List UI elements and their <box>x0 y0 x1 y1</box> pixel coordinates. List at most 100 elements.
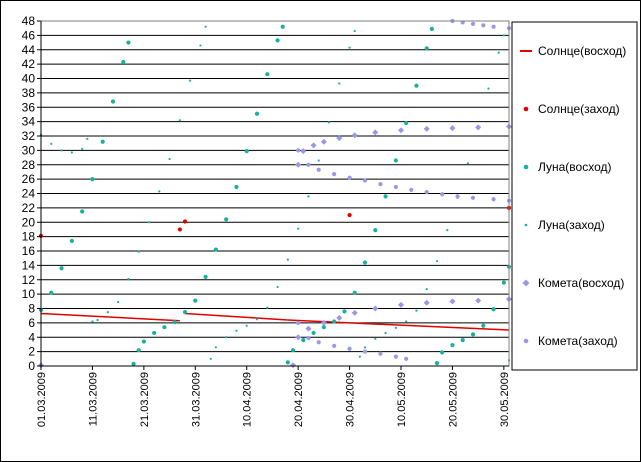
data-point <box>425 287 428 291</box>
data-point <box>136 348 141 353</box>
x-tick-label: 20.05.2009 <box>447 372 459 427</box>
data-point <box>440 192 445 197</box>
data-point <box>352 290 357 295</box>
data-point <box>487 87 490 90</box>
data-point <box>393 158 398 163</box>
data-point <box>177 227 182 232</box>
y-tick-label: 12 <box>22 273 36 287</box>
legend-swatch <box>523 338 529 344</box>
data-point <box>131 361 136 366</box>
data-point <box>296 320 301 325</box>
data-point <box>338 82 341 85</box>
data-point <box>460 338 465 343</box>
data-point <box>332 319 337 324</box>
data-point <box>321 325 326 330</box>
data-point <box>497 51 500 54</box>
data-point <box>336 314 343 321</box>
legend-item: Солнце(восход) <box>520 44 626 58</box>
data-point <box>80 209 85 214</box>
data-point <box>275 38 280 43</box>
data-point <box>300 148 307 155</box>
legend-swatch <box>522 279 530 287</box>
data-point <box>255 318 259 321</box>
y-tick-label: 2 <box>28 345 35 359</box>
axes: 0246810121416182022242628303234363840424… <box>22 14 511 427</box>
data-point <box>491 24 496 29</box>
data-point <box>398 301 404 308</box>
data-point <box>347 212 352 218</box>
data-point <box>209 357 212 360</box>
legend-label: Солнце(заход) <box>538 102 620 116</box>
y-tick-label: 36 <box>22 100 36 114</box>
y-tick-label: 6 <box>28 316 35 330</box>
data-point <box>481 23 486 28</box>
legend-label: Луна(восход) <box>538 160 612 174</box>
data-point <box>449 298 456 305</box>
series-line-segment <box>287 319 350 324</box>
y-tick-label: 42 <box>22 57 36 71</box>
y-tick-label: 30 <box>22 143 36 157</box>
x-tick-label: 11.03.2009 <box>87 372 99 426</box>
data-point <box>224 217 229 222</box>
x-tick-label: 20.04.2009 <box>293 372 305 427</box>
series <box>296 18 512 361</box>
data-point <box>69 238 74 244</box>
data-point <box>86 137 89 140</box>
data-point <box>351 309 358 316</box>
data-point <box>182 309 188 315</box>
x-tick-label: 31.03.2009 <box>190 372 202 427</box>
legend-item: Комета(заход) <box>523 334 618 348</box>
data-point <box>305 325 312 332</box>
data-point <box>245 324 248 327</box>
data-point <box>60 149 63 152</box>
y-tick-label: 32 <box>22 129 36 143</box>
legend-label: Комета(восход) <box>538 276 624 290</box>
data-point <box>59 266 64 271</box>
data-point <box>470 21 476 26</box>
legend-swatch <box>524 223 528 227</box>
data-point <box>393 354 398 359</box>
data-point <box>320 319 327 326</box>
data-point <box>182 219 188 224</box>
data-point <box>199 44 202 47</box>
legend-item: Комета(восход) <box>522 276 624 290</box>
y-tick-label: 18 <box>22 230 36 244</box>
y-tick-label: 48 <box>22 14 36 28</box>
y-tick-label: 26 <box>22 172 36 186</box>
data-point <box>373 228 378 233</box>
data-point <box>178 119 181 122</box>
x-tick-label: 01.03.2009 <box>36 372 48 427</box>
data-point <box>336 135 343 142</box>
y-tick-label: 14 <box>22 258 36 272</box>
data-point <box>405 320 408 323</box>
data-point <box>501 280 506 285</box>
data-point <box>358 355 361 358</box>
data-point <box>409 187 414 193</box>
data-point <box>316 167 321 172</box>
data-point <box>100 139 105 144</box>
data-point <box>296 148 301 153</box>
legend-box <box>511 21 638 371</box>
data-point <box>137 250 140 253</box>
y-tick-label: 34 <box>22 115 36 129</box>
y-tick-label: 8 <box>28 302 35 316</box>
x-tick-label: 21.03.2009 <box>139 372 151 427</box>
data-point <box>158 190 161 193</box>
data-point <box>353 29 356 33</box>
data-point <box>203 274 208 279</box>
y-tick-label: 22 <box>22 201 36 215</box>
data-point <box>374 337 377 340</box>
data-point <box>393 184 398 190</box>
data-point <box>362 260 368 265</box>
data-point <box>491 307 496 312</box>
series <box>38 24 512 366</box>
data-point <box>347 346 352 351</box>
data-point <box>168 157 171 161</box>
data-point <box>276 285 279 289</box>
data-point <box>162 325 167 330</box>
data-point <box>378 182 383 187</box>
data-point <box>244 148 249 154</box>
data-point <box>481 323 486 328</box>
data-point <box>285 360 290 365</box>
